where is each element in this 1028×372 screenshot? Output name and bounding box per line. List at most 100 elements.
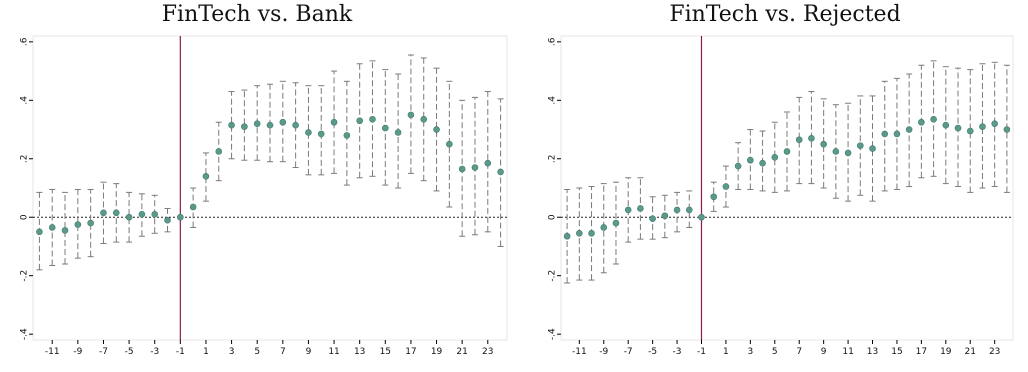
data-point xyxy=(228,121,235,129)
data-point xyxy=(918,118,925,126)
y-tick-label: 0 xyxy=(548,214,558,220)
x-tick-label: -3 xyxy=(150,347,159,357)
data-point xyxy=(661,212,669,220)
data-point xyxy=(420,116,428,123)
data-point xyxy=(734,162,742,170)
x-tick-label: -3 xyxy=(673,347,682,357)
data-point xyxy=(991,120,998,127)
data-point xyxy=(563,232,571,240)
data-point xyxy=(36,228,43,236)
x-tick-label: 7 xyxy=(796,347,802,357)
x-tick-label: 9 xyxy=(821,347,827,357)
x-tick-label: 23 xyxy=(482,347,493,357)
x-tick-label: 21 xyxy=(965,347,976,357)
chart-title: FinTech vs. Bank xyxy=(161,2,353,27)
data-point xyxy=(820,140,827,148)
x-tick-label: -9 xyxy=(73,347,82,357)
data-point xyxy=(954,124,962,132)
data-point xyxy=(381,124,389,132)
data-point xyxy=(637,205,644,212)
x-tick-label: 15 xyxy=(380,347,391,357)
data-point xyxy=(446,140,453,148)
data-point xyxy=(189,203,197,211)
data-point xyxy=(856,142,864,149)
y-tick-label: -.4 xyxy=(20,328,30,340)
x-tick-label: 5 xyxy=(772,347,778,357)
x-tick-label: 23 xyxy=(989,347,1000,357)
data-point xyxy=(600,224,608,231)
y-tick-label: -.2 xyxy=(548,270,558,282)
chart-svg: -.4-.20.2.4.6-11 -9 -7 -5 -3 -1 1 3 5 7 9 11 13 15 17 1… xyxy=(20,35,508,357)
data-point xyxy=(407,111,415,119)
data-point xyxy=(698,213,705,221)
x-tick-label: 13 xyxy=(867,347,878,357)
data-point xyxy=(966,127,974,135)
data-point xyxy=(177,213,184,221)
data-point xyxy=(808,135,815,142)
data-point xyxy=(795,136,803,144)
data-point xyxy=(292,121,299,129)
x-tick-label: 17 xyxy=(405,347,416,357)
x-tick-label: 1 xyxy=(203,347,209,357)
x-tick-label: -1 xyxy=(697,347,706,357)
x-tick-label: 17 xyxy=(916,347,927,357)
data-point xyxy=(100,209,107,217)
chart-title: FinTech vs. Rejected xyxy=(669,2,901,27)
data-point xyxy=(1003,126,1011,133)
x-tick-label: 11 xyxy=(328,347,339,357)
x-tick-label: 1 xyxy=(723,347,729,357)
x-tick-label: 11 xyxy=(842,347,853,357)
data-point xyxy=(369,116,376,123)
x-tick-label: 21 xyxy=(456,347,467,357)
x-tick-label: -9 xyxy=(599,347,608,357)
x-tick-label: 3 xyxy=(747,347,753,357)
data-point xyxy=(279,118,287,126)
y-tick-label: 0 xyxy=(20,214,30,220)
data-point xyxy=(612,219,620,227)
y-tick-label: .2 xyxy=(548,154,558,163)
data-point xyxy=(471,164,479,171)
data-point xyxy=(215,148,223,155)
data-point xyxy=(484,159,492,167)
data-point xyxy=(164,216,171,224)
x-tick-label: -7 xyxy=(624,347,633,357)
data-point xyxy=(458,165,466,173)
data-point xyxy=(61,227,69,234)
data-point xyxy=(305,129,312,136)
data-point xyxy=(576,230,583,237)
data-point xyxy=(317,130,325,138)
data-point xyxy=(253,120,261,127)
y-tick-label: .2 xyxy=(20,154,30,163)
y-tick-label: .6 xyxy=(20,37,30,46)
data-point xyxy=(905,126,913,133)
data-point xyxy=(330,118,338,126)
data-point xyxy=(202,173,210,180)
data-point xyxy=(87,219,94,227)
data-point xyxy=(685,206,693,214)
data-point xyxy=(112,209,120,217)
x-tick-label: 15 xyxy=(891,347,902,357)
data-point xyxy=(433,126,440,133)
x-tick-label: -11 xyxy=(572,347,587,357)
data-point xyxy=(832,148,840,155)
data-point xyxy=(869,145,876,152)
data-point xyxy=(241,123,248,130)
y-tick-label: .4 xyxy=(20,96,30,105)
data-point xyxy=(624,206,632,214)
x-tick-label: -7 xyxy=(99,347,108,357)
y-tick-label: -.2 xyxy=(20,270,30,282)
x-tick-label: 19 xyxy=(431,347,443,357)
data-point xyxy=(881,130,889,138)
data-point xyxy=(979,123,986,130)
x-tick-label: 19 xyxy=(940,347,952,357)
data-point xyxy=(649,215,656,222)
x-tick-label: -11 xyxy=(45,347,60,357)
x-tick-label: 5 xyxy=(254,347,260,357)
data-point xyxy=(125,213,133,221)
x-tick-label: 13 xyxy=(354,347,365,357)
y-tick-label: .6 xyxy=(548,37,558,46)
plot-frame xyxy=(560,35,1014,341)
data-point xyxy=(266,121,274,129)
y-tick-label: .4 xyxy=(548,96,558,105)
